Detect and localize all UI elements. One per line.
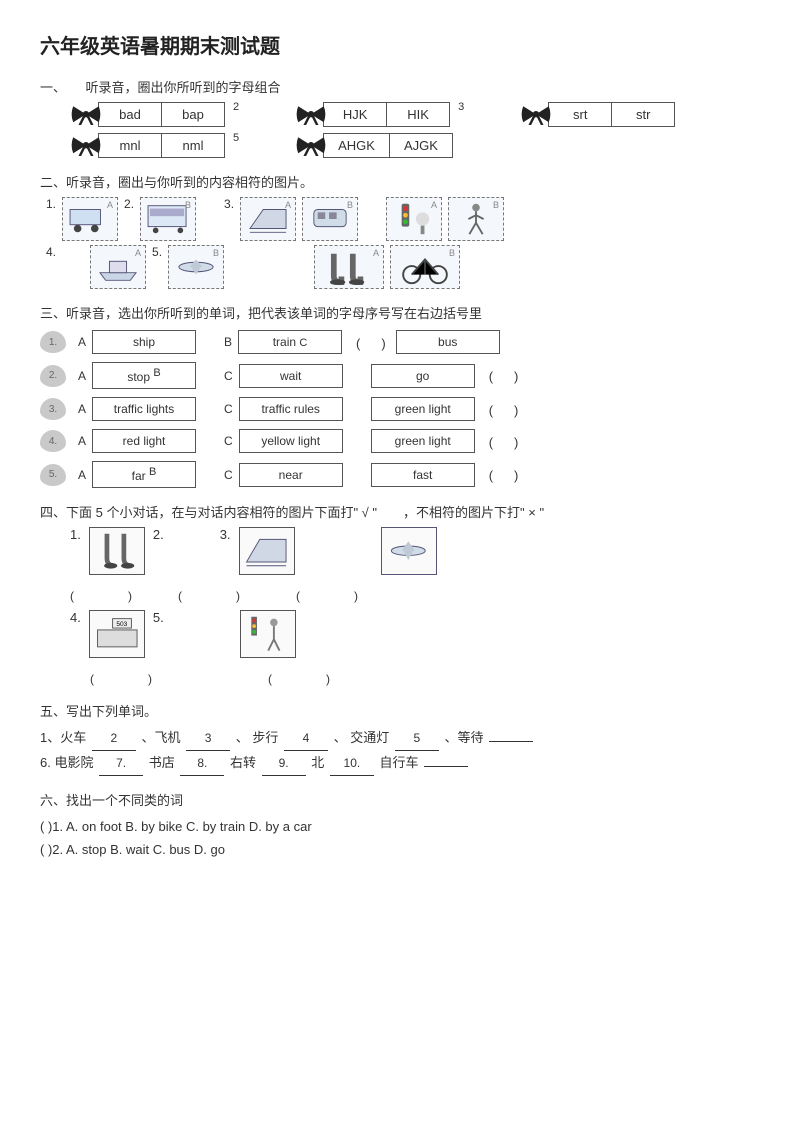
- bike-icon: B: [390, 245, 460, 289]
- s3-row-4: 4. A red light C yellow light green ligh…: [40, 429, 760, 453]
- traffic-light-icon: A: [386, 197, 442, 241]
- feet-icon: A: [314, 245, 384, 289]
- bow-icon: [295, 134, 327, 158]
- plane-icon: [381, 527, 437, 575]
- section-3: 三、听录音，选出你所听到的单词，把代表该单词的字母序号写在右边括号里 1. A …: [40, 303, 760, 488]
- s1-heading: 一、 听录音，圈出你所听到的字母组合: [40, 77, 760, 96]
- train-icon: A: [240, 197, 296, 241]
- cloud-icon: 4.: [40, 430, 66, 452]
- bow-icon: [70, 103, 102, 127]
- plane-icon: B: [168, 245, 224, 289]
- vehicle-icon: A: [62, 197, 118, 241]
- s5-line2: 6. 电影院 7. 书店 8. 右转 9. 北 10. 自行车: [40, 751, 760, 776]
- cloud-icon: 2.: [40, 365, 66, 387]
- s6-q2: ( )2. A. stop B. wait C. bus D. go: [40, 838, 760, 861]
- ship-icon: A: [90, 245, 146, 289]
- subway-icon: B: [302, 197, 358, 241]
- s3-row-1: 1. A ship B train C ( ) bus: [40, 330, 760, 354]
- s2-heading: 二、听录音，圈出与你听到的内容相符的图片。: [40, 172, 760, 191]
- s3-row-5: 5. A far B C near fast ( ): [40, 461, 760, 488]
- pair-5: AHGK AJGK: [323, 133, 453, 158]
- section-1: 一、 听录音，圈出你所听到的字母组合 bad bap 2 HJK HIK 3 s…: [40, 77, 760, 158]
- s3-row-2: 2. A stop B C wait go ( ): [40, 362, 760, 389]
- section-5: 五、写出下列单词。 1、火车 2 、飞机 3 、 步行 4 、 交通灯 5 、等…: [40, 701, 760, 776]
- s5-heading: 五、写出下列单词。: [40, 701, 760, 720]
- bus-icon: B: [140, 197, 196, 241]
- s6-q1: ( )1. A. on foot B. by bike C. by train …: [40, 815, 760, 838]
- pair-1: bad bap: [98, 102, 225, 127]
- bow-icon: [295, 103, 327, 127]
- section-6: 六、找出一个不同类的词 ( )1. A. on foot B. by bike …: [40, 790, 760, 862]
- bow-icon: [70, 134, 102, 158]
- pair-3: srt str: [548, 102, 675, 127]
- cloud-icon: 5.: [40, 464, 66, 486]
- pair-2: HJK HIK: [323, 102, 450, 127]
- s4-heading: 四、下面 5 个小对话，在与对话内容相符的图片下面打" √ " ，不相符的图片下…: [40, 502, 760, 521]
- cloud-icon: 1.: [40, 331, 66, 353]
- s3-heading: 三、听录音，选出你所听到的单词，把代表该单词的字母序号写在右边括号里: [40, 303, 760, 322]
- walking-icon: B: [448, 197, 504, 241]
- bus-stop-icon: 503: [89, 610, 145, 658]
- section-2: 二、听录音，圈出与你听到的内容相符的图片。 1. A 2. B 3. A B A…: [40, 172, 760, 289]
- crossing-icon: [240, 610, 296, 658]
- s5-line1: 1、火车 2 、飞机 3 、 步行 4 、 交通灯 5 、等待: [40, 726, 760, 751]
- bow-icon: [520, 103, 552, 127]
- train-icon: [239, 527, 295, 575]
- section-4: 四、下面 5 个小对话，在与对话内容相符的图片下面打" √ " ，不相符的图片下…: [40, 502, 760, 687]
- page-title: 六年级英语暑期期末测试题: [40, 30, 760, 59]
- s3-row-3: 3. A traffic lights C traffic rules gree…: [40, 397, 760, 421]
- pair-4: mnl nml: [98, 133, 225, 158]
- feet-icon: [89, 527, 145, 575]
- s6-heading: 六、找出一个不同类的词: [40, 790, 760, 809]
- svg-text:503: 503: [116, 621, 127, 628]
- cloud-icon: 3.: [40, 398, 66, 420]
